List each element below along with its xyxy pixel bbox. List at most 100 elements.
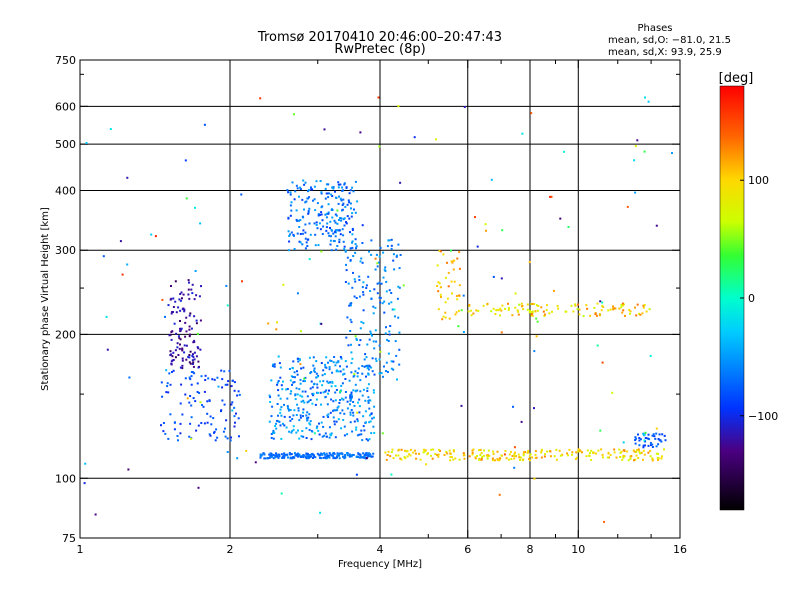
data-point <box>183 351 186 354</box>
data-point <box>378 358 381 361</box>
data-point <box>331 216 334 219</box>
data-point <box>189 378 192 381</box>
data-point <box>526 303 529 306</box>
data-point <box>206 400 209 403</box>
data-point <box>492 307 495 310</box>
data-point <box>398 348 401 351</box>
data-point <box>390 451 393 454</box>
data-point <box>373 405 376 408</box>
data-point <box>399 457 402 460</box>
data-point <box>181 367 184 370</box>
data-point <box>387 340 390 342</box>
data-point <box>276 383 279 386</box>
data-point <box>402 284 405 287</box>
data-point <box>188 325 191 328</box>
data-point <box>589 452 591 455</box>
data-point <box>350 343 352 346</box>
data-point <box>371 417 374 420</box>
data-point <box>270 379 273 382</box>
data-point <box>332 400 335 403</box>
data-point <box>320 452 323 455</box>
data-point <box>288 235 291 237</box>
data-point <box>304 390 307 393</box>
data-point <box>302 380 305 383</box>
data-point <box>199 222 202 225</box>
data-point <box>343 182 346 185</box>
data-point <box>224 435 227 438</box>
data-point <box>273 365 276 368</box>
data-point <box>335 361 338 364</box>
data-point <box>598 314 601 317</box>
data-point <box>363 453 366 456</box>
data-point <box>365 421 367 424</box>
data-point <box>188 356 191 359</box>
data-point <box>360 456 363 459</box>
data-point <box>226 304 229 307</box>
data-point <box>327 382 330 384</box>
data-point <box>346 203 349 206</box>
data-point <box>392 457 395 460</box>
data-point <box>188 401 191 404</box>
data-point <box>277 355 280 358</box>
data-point <box>388 330 391 333</box>
data-point <box>644 96 646 99</box>
data-point <box>654 437 657 440</box>
data-point <box>312 356 315 359</box>
data-point <box>320 421 323 424</box>
data-point <box>198 295 201 298</box>
data-point <box>390 367 393 370</box>
data-point <box>119 240 122 243</box>
data-point <box>305 241 308 244</box>
data-point <box>340 217 343 220</box>
data-point <box>189 333 192 336</box>
data-point <box>233 381 236 384</box>
data-point <box>186 397 189 400</box>
data-point <box>644 437 647 439</box>
data-point <box>359 327 362 330</box>
data-point <box>642 432 645 435</box>
data-point <box>292 428 295 431</box>
data-point <box>327 211 330 214</box>
data-point <box>422 448 425 451</box>
data-point <box>178 298 181 301</box>
data-point <box>308 456 311 459</box>
data-point <box>226 383 229 386</box>
data-point <box>412 451 415 454</box>
data-point <box>378 255 381 258</box>
data-point <box>283 403 285 406</box>
data-point <box>304 201 307 204</box>
data-point <box>529 309 531 312</box>
data-point <box>390 244 393 247</box>
data-point <box>352 375 355 378</box>
data-point <box>528 311 531 314</box>
data-point <box>345 222 348 225</box>
phase-heading: Phases <box>637 23 672 34</box>
data-point <box>343 412 346 415</box>
data-point <box>321 233 324 235</box>
data-point <box>192 353 194 356</box>
data-point <box>328 234 331 237</box>
data-point <box>329 220 332 223</box>
data-point <box>304 376 307 379</box>
data-point <box>517 310 520 313</box>
data-point <box>590 449 593 452</box>
data-point <box>328 452 331 455</box>
data-point <box>500 277 503 280</box>
data-point <box>304 380 306 383</box>
data-point <box>206 421 209 424</box>
data-point <box>199 401 202 404</box>
data-point <box>537 305 540 307</box>
colorbar-tick-label: 100 <box>748 174 769 187</box>
data-point <box>226 437 229 440</box>
data-point <box>349 399 352 402</box>
data-point <box>294 393 297 396</box>
data-point <box>85 142 88 144</box>
data-point <box>620 450 623 453</box>
data-point <box>513 455 516 457</box>
data-point <box>184 321 187 324</box>
data-point <box>578 308 581 311</box>
data-point <box>533 477 536 480</box>
data-point <box>318 222 321 225</box>
data-point <box>106 348 109 351</box>
